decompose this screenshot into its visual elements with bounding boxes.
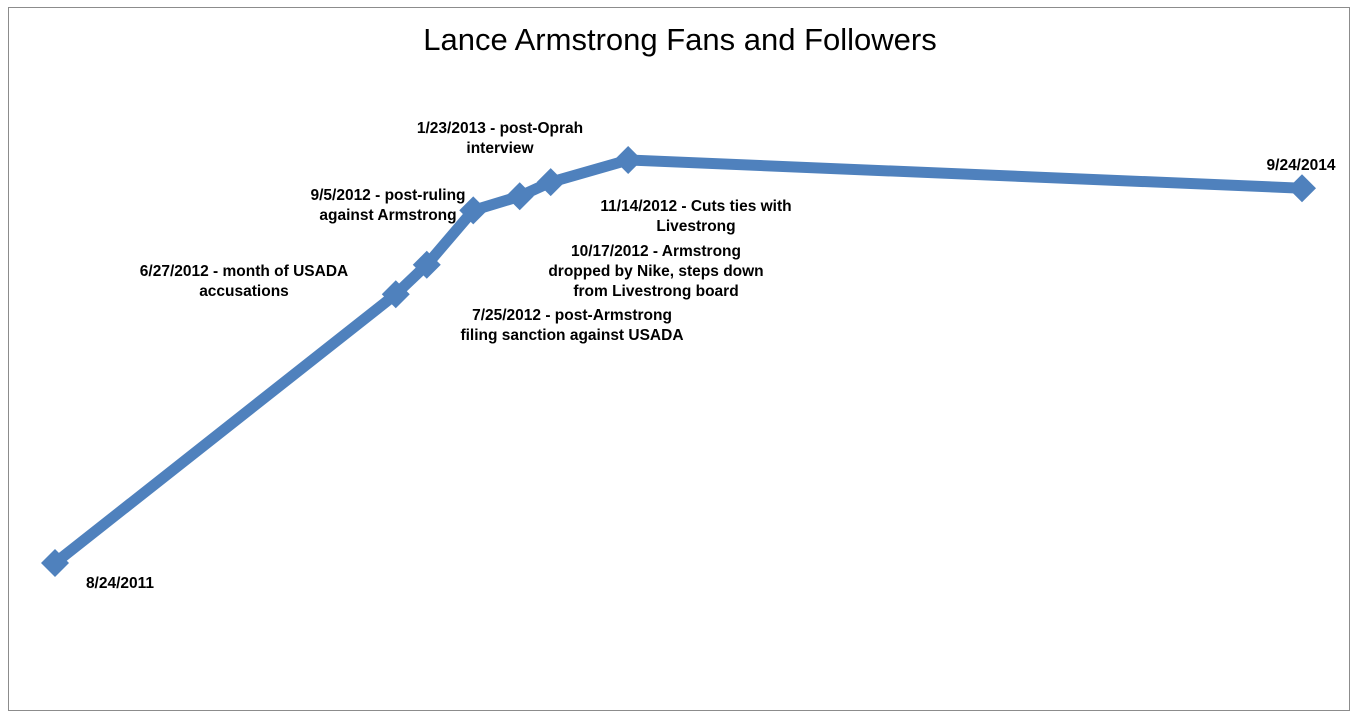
- data-label-line: 11/14/2012 - Cuts ties with: [600, 198, 791, 215]
- data-point-marker: [41, 549, 69, 577]
- data-label-line: interview: [466, 140, 534, 157]
- data-label: 8/24/2011: [86, 575, 154, 592]
- data-label-line: Livestrong: [656, 218, 735, 235]
- data-point-marker: [459, 196, 488, 225]
- data-label-line: 9/24/2014: [1267, 157, 1336, 174]
- data-point-marker: [505, 182, 534, 211]
- data-label-line: filing sanction against USADA: [460, 327, 683, 344]
- data-label: 7/25/2012 - post-Armstrong filing sanctio…: [460, 307, 683, 344]
- data-point-marker: [1288, 174, 1316, 203]
- data-point-marker: [381, 280, 410, 309]
- data-label-line: dropped by Nike, steps down: [548, 263, 763, 280]
- data-label-line: 9/5/2012 - post-ruling: [310, 187, 465, 204]
- data-label-line: 1/23/2013 - post-Oprah: [417, 120, 583, 137]
- data-label-line: 10/17/2012 - Armstrong: [571, 243, 741, 260]
- data-label-line: from Livestrong board: [573, 283, 738, 300]
- data-label: 9/5/2012 - post-ruling against Armstrong: [310, 187, 465, 224]
- data-point-marker: [614, 146, 643, 174]
- data-label: 9/24/2014: [1267, 157, 1336, 174]
- data-label-line: 8/24/2011: [86, 575, 154, 592]
- data-label: 1/23/2013 - post-Oprah interview: [417, 120, 583, 157]
- chart-frame: Lance Armstrong Fans and Followers: [8, 7, 1350, 711]
- chart-title: Lance Armstrong Fans and Followers: [423, 22, 937, 57]
- data-point-marker: [412, 250, 441, 279]
- data-label: 10/17/2012 - Armstrong dropped by Nike, s…: [548, 243, 763, 300]
- data-label-line: 6/27/2012 - month of USADA: [140, 263, 348, 280]
- data-label: 11/14/2012 - Cuts ties with Livestrong: [600, 198, 791, 235]
- data-label: 6/27/2012 - month of USADA accusations: [140, 263, 348, 300]
- data-label-line: 7/25/2012 - post-Armstrong: [472, 307, 672, 324]
- data-point-marker: [536, 168, 565, 197]
- data-label-line: accusations: [199, 283, 289, 300]
- data-label-line: against Armstrong: [319, 207, 456, 224]
